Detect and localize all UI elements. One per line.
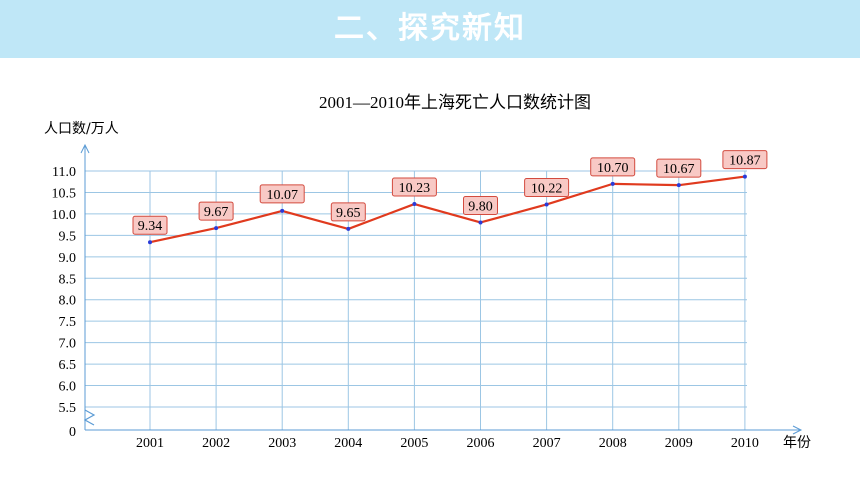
x-tick-label: 2009 <box>665 436 693 451</box>
chart-title: 2001—2010年上海死亡人口数统计图 <box>319 93 591 112</box>
x-axis-arrow <box>792 425 803 435</box>
data-point <box>610 181 615 186</box>
data-label-box <box>463 195 498 215</box>
y-tick-label: 9.0 <box>59 251 77 266</box>
y-tick-label: 5.5 <box>59 401 77 416</box>
data-point <box>478 220 483 225</box>
y-tick-label: 9.5 <box>59 229 77 244</box>
data-point <box>544 202 549 207</box>
data-point <box>412 202 417 207</box>
x-tick-label: 2007 <box>533 436 561 451</box>
data-label: 10.87 <box>729 154 761 169</box>
y-tick-label: 6.5 <box>59 358 77 373</box>
data-label-box <box>330 202 366 222</box>
y-tick-label: 10.0 <box>52 208 77 223</box>
y-axis-arrow <box>80 143 90 154</box>
data-label: 9.80 <box>468 199 493 214</box>
data-label-box <box>524 177 570 197</box>
y-tick-label: 8.5 <box>59 272 77 287</box>
x-tick-label: 2003 <box>268 436 296 451</box>
data-label-box <box>656 158 702 178</box>
y-axis-title: 人口数/万人 <box>44 121 119 137</box>
data-label-box <box>590 157 636 177</box>
x-tick-label: 2010 <box>731 436 759 451</box>
data-label: 10.07 <box>266 188 298 203</box>
data-label-box <box>132 215 168 235</box>
x-tick-label: 2001 <box>136 436 164 451</box>
x-tick-label: 2008 <box>599 436 627 451</box>
data-label-box <box>722 150 768 170</box>
data-point <box>676 183 681 188</box>
data-point <box>280 208 285 213</box>
series-line <box>149 175 746 244</box>
y-tick-label: 7.0 <box>59 337 77 352</box>
data-point <box>148 240 152 245</box>
data-point <box>346 226 351 231</box>
y-tick-label: 7.5 <box>59 315 77 330</box>
data-label: 10.67 <box>663 162 695 177</box>
data-point <box>742 174 747 179</box>
title-banner <box>0 0 860 58</box>
data-point <box>214 226 219 231</box>
data-label: 10.22 <box>531 181 563 196</box>
data-label: 10.23 <box>399 181 431 196</box>
y-tick-label: 6.0 <box>59 380 77 395</box>
y-axis-break <box>83 409 96 426</box>
x-tick-label: 2006 <box>467 436 495 451</box>
data-label: 9.67 <box>204 205 229 220</box>
x-tick-label: 2005 <box>400 436 428 451</box>
y-tick-label: 11.0 <box>52 165 76 180</box>
x-tick-label: 2002 <box>202 436 230 451</box>
data-label-box <box>198 201 234 221</box>
data-label-box <box>391 177 437 197</box>
section-title: 二、探究新知 <box>334 11 526 46</box>
data-label: 10.70 <box>597 161 629 176</box>
y-zero-label: 0 <box>69 425 76 440</box>
data-label-box <box>259 184 305 204</box>
y-tick-label: 8.0 <box>59 294 77 309</box>
y-tick-label: 10.5 <box>52 186 77 201</box>
data-label: 9.65 <box>336 206 361 221</box>
x-tick-label: 2004 <box>334 436 362 451</box>
data-label: 9.34 <box>138 219 163 234</box>
x-axis-title: 年份 <box>783 435 811 451</box>
